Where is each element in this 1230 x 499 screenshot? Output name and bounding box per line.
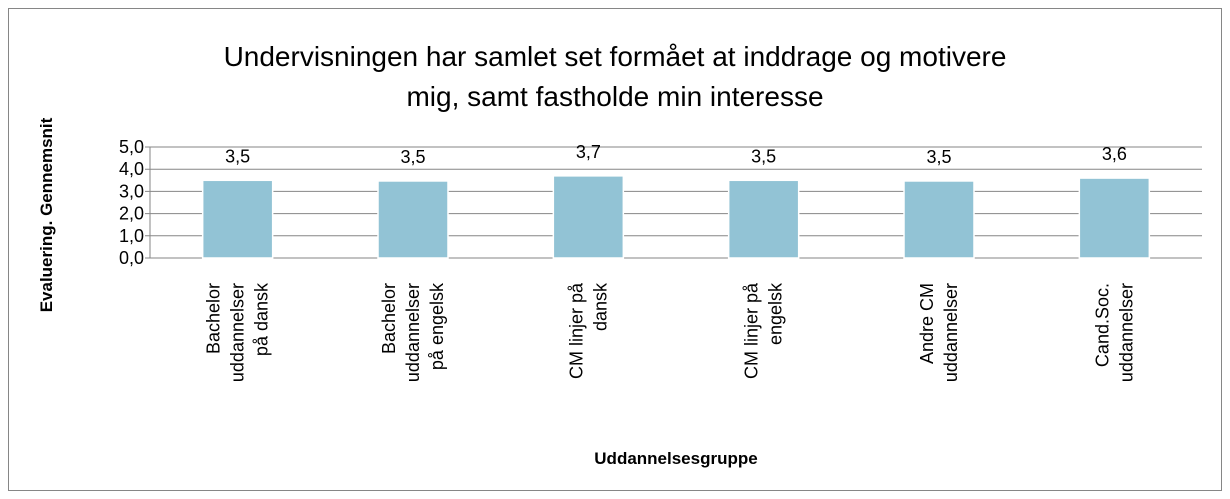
x-tick-label: CM linjer på dansk bbox=[566, 282, 610, 379]
y-tick-label: 4,0 bbox=[119, 159, 144, 179]
data-label: 3,5 bbox=[926, 147, 951, 167]
y-tick-label: 0,0 bbox=[119, 248, 144, 268]
x-axis-title: Uddannelsesgruppe bbox=[594, 449, 757, 468]
bar bbox=[377, 180, 449, 259]
y-tick-label: 3,0 bbox=[119, 181, 144, 201]
chart-title: Undervisningen har samlet set formået at… bbox=[224, 41, 1007, 112]
x-tick-label: Bachelor uddannelser på engelsk bbox=[379, 282, 447, 382]
x-tick-label: Andre CM uddannelser bbox=[917, 283, 961, 382]
data-label: 3,7 bbox=[576, 142, 601, 162]
x-tick-label: CM linjer på engelsk bbox=[742, 282, 786, 379]
y-tick-label: 5,0 bbox=[119, 137, 144, 157]
x-tick-label: Cand.Soc. uddannelser bbox=[1092, 283, 1136, 382]
y-tick-label: 1,0 bbox=[119, 226, 144, 246]
bar bbox=[727, 179, 800, 259]
data-label: 3,5 bbox=[400, 147, 425, 167]
x-tick-label: Bachelor uddannelser på dansk bbox=[204, 282, 272, 382]
bar bbox=[552, 175, 625, 259]
y-tick-label: 2,0 bbox=[119, 204, 144, 224]
data-label: 3,6 bbox=[1102, 144, 1127, 164]
y-axis-title: Evaluering. Gennemsnit bbox=[37, 117, 56, 312]
bar bbox=[903, 180, 975, 259]
data-label: 3,5 bbox=[751, 146, 776, 166]
data-label: 3,5 bbox=[225, 146, 250, 166]
bar bbox=[201, 179, 274, 259]
bar bbox=[1078, 177, 1151, 259]
